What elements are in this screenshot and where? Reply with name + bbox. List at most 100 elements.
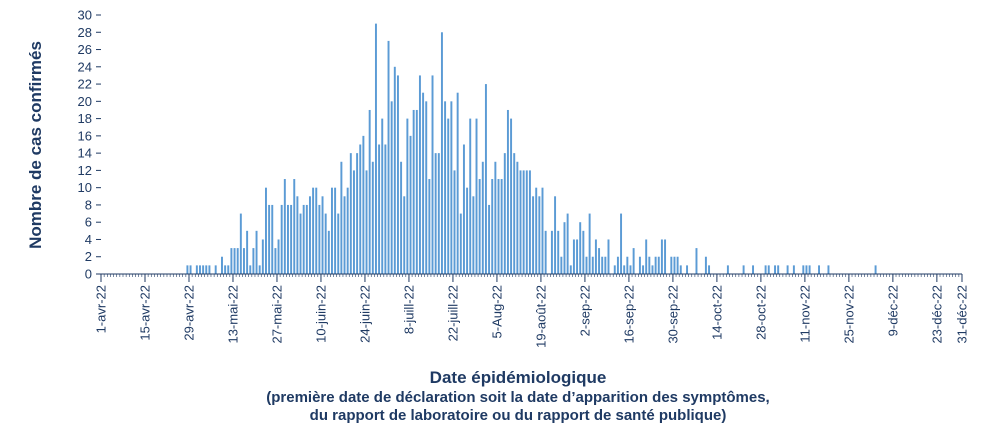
bar xyxy=(491,179,494,274)
bar xyxy=(321,196,324,274)
x-axis-note-line-2: du rapport de laboratoire ou du rapport … xyxy=(310,407,727,424)
bar xyxy=(528,170,531,274)
bar xyxy=(277,239,280,274)
bar xyxy=(312,187,315,274)
bar xyxy=(349,153,352,274)
bar xyxy=(437,153,440,274)
y-tick-label: 16 xyxy=(78,128,92,143)
bar xyxy=(334,187,337,274)
bar xyxy=(340,161,343,274)
bar xyxy=(620,213,623,274)
x-tick-label: 25-nov-22 xyxy=(841,285,856,344)
x-tick-label: 5-Aug-22 xyxy=(489,285,504,338)
bar xyxy=(384,144,387,274)
x-tick-label: 29-avr-22 xyxy=(181,285,196,341)
bar xyxy=(365,170,368,274)
bar xyxy=(368,109,371,274)
bar xyxy=(422,92,425,274)
bar xyxy=(346,187,349,274)
x-tick-label: 23-déc-22 xyxy=(929,285,944,344)
x-tick-label: 19-août-22 xyxy=(533,285,548,348)
bar xyxy=(412,109,415,274)
bar xyxy=(626,256,629,274)
bar xyxy=(613,265,616,274)
bar xyxy=(704,256,707,274)
bar xyxy=(686,265,689,274)
bar xyxy=(708,265,711,274)
bar xyxy=(642,265,645,274)
bar xyxy=(308,196,311,274)
bar xyxy=(356,153,359,274)
bar xyxy=(390,101,393,274)
bar xyxy=(205,265,208,274)
bar xyxy=(541,187,544,274)
bar xyxy=(224,265,227,274)
bar xyxy=(293,179,296,274)
bar xyxy=(371,161,374,274)
bar xyxy=(607,239,610,274)
bar xyxy=(208,265,211,274)
bar xyxy=(456,92,459,274)
bar xyxy=(802,265,805,274)
bar xyxy=(516,161,519,274)
bar xyxy=(258,265,261,274)
bar xyxy=(472,196,475,274)
bar xyxy=(362,135,365,274)
bar xyxy=(651,265,654,274)
bar xyxy=(742,265,745,274)
bar xyxy=(478,179,481,274)
bar xyxy=(792,265,795,274)
bar xyxy=(459,213,462,274)
bar xyxy=(598,248,601,274)
y-tick-label: 14 xyxy=(78,146,92,161)
bar xyxy=(447,118,450,274)
bar xyxy=(359,144,362,274)
bars-group xyxy=(186,23,877,275)
bar xyxy=(654,256,657,274)
bar xyxy=(252,248,255,274)
bar xyxy=(874,265,877,274)
bar xyxy=(428,179,431,274)
x-tick-label: 28-oct-22 xyxy=(753,285,768,340)
bar xyxy=(393,66,396,274)
bar xyxy=(726,265,729,274)
x-tick-label: 31-déc-22 xyxy=(955,285,970,344)
bar xyxy=(544,230,547,274)
bar xyxy=(434,153,437,274)
bar xyxy=(638,256,641,274)
bar xyxy=(594,239,597,274)
bar xyxy=(550,230,553,274)
bar xyxy=(827,265,830,274)
bar xyxy=(676,256,679,274)
bar xyxy=(396,75,399,275)
x-tick-label: 1-avr-22 xyxy=(94,285,109,333)
x-tick-label: 27-mai-22 xyxy=(269,285,284,344)
bar xyxy=(286,204,289,274)
bar xyxy=(202,265,205,274)
bar xyxy=(283,179,286,274)
bar xyxy=(664,239,667,274)
bar xyxy=(239,213,242,274)
x-tick-label: 22-juill-22 xyxy=(445,285,460,341)
y-tick-label: 28 xyxy=(78,25,92,40)
bar xyxy=(214,265,217,274)
bar xyxy=(352,170,355,274)
bar xyxy=(497,179,500,274)
bar xyxy=(808,265,811,274)
x-tick-label: 11-nov-22 xyxy=(797,285,812,343)
bar xyxy=(189,265,192,274)
bar xyxy=(265,187,267,274)
bar xyxy=(236,248,239,274)
bar xyxy=(519,170,522,274)
bar xyxy=(274,248,277,274)
bar xyxy=(764,265,767,274)
x-tick-label: 2-sep-22 xyxy=(577,285,592,336)
bar xyxy=(645,239,648,274)
bar xyxy=(563,222,566,274)
bar xyxy=(560,256,563,274)
bar xyxy=(440,32,443,274)
bar xyxy=(569,265,572,274)
bar xyxy=(557,230,560,274)
bar xyxy=(406,118,409,274)
bar xyxy=(767,265,770,274)
